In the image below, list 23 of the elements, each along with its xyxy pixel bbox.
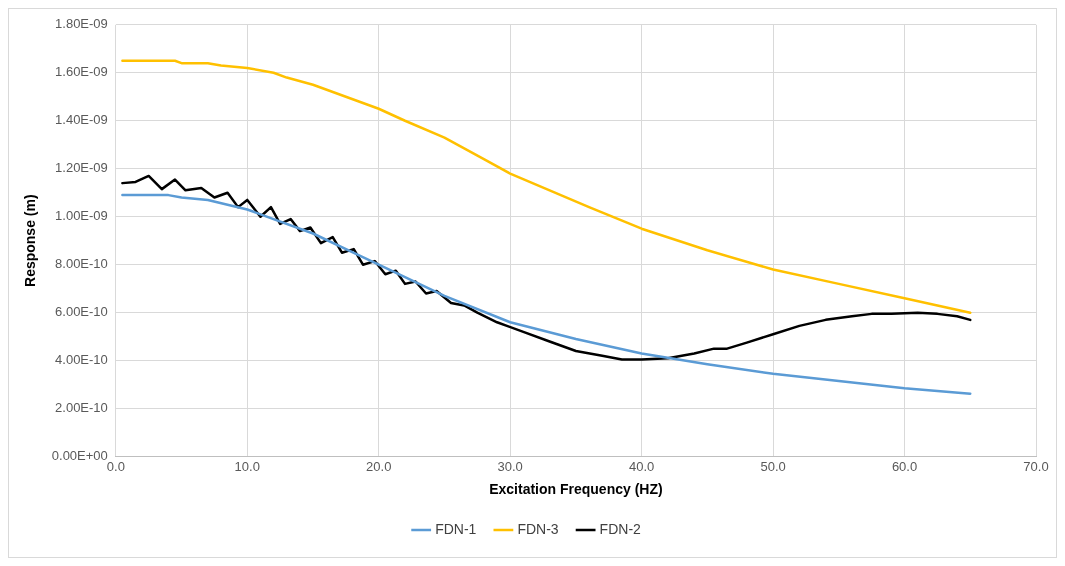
y-tick-label: 4.00E-10 bbox=[55, 352, 108, 368]
y-axis-title: Response (m) bbox=[22, 194, 39, 287]
y-tick-label: 1.60E-09 bbox=[55, 64, 108, 80]
y-tick-label: 1.40E-09 bbox=[55, 112, 108, 128]
x-tick-label: 40.0 bbox=[628, 458, 655, 474]
legend-label: FDN-3 bbox=[517, 520, 559, 537]
y-tick-label: 1.80E-09 bbox=[55, 16, 108, 32]
x-tick-label: 70.0 bbox=[1023, 458, 1049, 474]
y-tick-label: 0.00E+00 bbox=[51, 448, 108, 464]
x-tick-label: 10.0 bbox=[234, 458, 260, 474]
x-tick-label: 20.0 bbox=[366, 458, 392, 474]
y-tick-label: 1.20E-09 bbox=[55, 160, 108, 176]
x-tick-label: 0.0 bbox=[106, 458, 125, 474]
legend-label: FDN-1 bbox=[435, 520, 477, 537]
x-axis-title: Excitation Frequency (HZ) bbox=[489, 481, 663, 498]
y-tick-label: 6.00E-10 bbox=[55, 304, 108, 320]
y-tick-label: 1.00E-09 bbox=[55, 208, 108, 224]
legend-label: FDN-2 bbox=[599, 520, 642, 537]
x-tick-label: 50.0 bbox=[760, 458, 786, 474]
x-tick-label: 60.0 bbox=[891, 458, 918, 474]
y-tick-label: 8.00E-10 bbox=[55, 256, 108, 272]
y-tick-label: 2.00E-10 bbox=[55, 400, 108, 416]
x-tick-label: 30.0 bbox=[497, 458, 523, 474]
